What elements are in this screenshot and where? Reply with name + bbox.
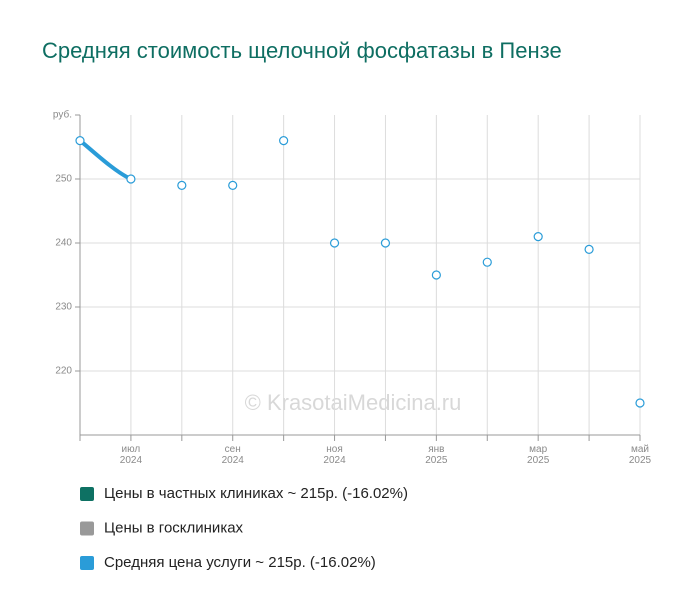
point	[279, 136, 289, 146]
legend-label: Цены в госклиниках	[104, 519, 244, 536]
point	[75, 136, 85, 146]
point	[584, 244, 594, 254]
legend-swatch	[80, 556, 94, 570]
point	[635, 398, 645, 408]
x-tick-label: мар 2025	[527, 444, 550, 466]
y-tick-label: руб.	[53, 109, 72, 121]
y-tick-label: 240	[55, 238, 72, 249]
x-tick-label: май 2025	[629, 444, 652, 466]
x-tick-label: июл 2024	[120, 444, 143, 466]
legend-swatch	[80, 487, 94, 501]
legend-swatch	[80, 521, 94, 536]
point	[126, 174, 136, 184]
chart-title: Средняя стоимость щелочной фосфатазы в П…	[42, 38, 562, 63]
point	[329, 238, 340, 248]
legend-label: Средняя цена услуги ~ 215р. (-16.02%)	[104, 554, 376, 571]
point	[380, 238, 391, 248]
x-tick-label: янв 2025	[425, 444, 448, 466]
y-tick-label: 250	[55, 174, 72, 185]
legend-label: Цены в частных клиниках ~ 215р. (-16.02%…	[104, 485, 408, 502]
x-tick-label: сен 2024	[222, 444, 245, 466]
point	[431, 270, 441, 280]
x-tick-label: ноя 2024	[323, 444, 346, 466]
point	[533, 232, 543, 242]
watermark: © KrasotaiMedicina.ru	[245, 390, 462, 415]
series-line	[78, 139, 132, 181]
y-tick-label: 230	[55, 302, 72, 313]
point	[177, 180, 187, 190]
y-tick-label: 220	[55, 366, 72, 377]
point	[228, 180, 238, 190]
point	[482, 257, 492, 267]
